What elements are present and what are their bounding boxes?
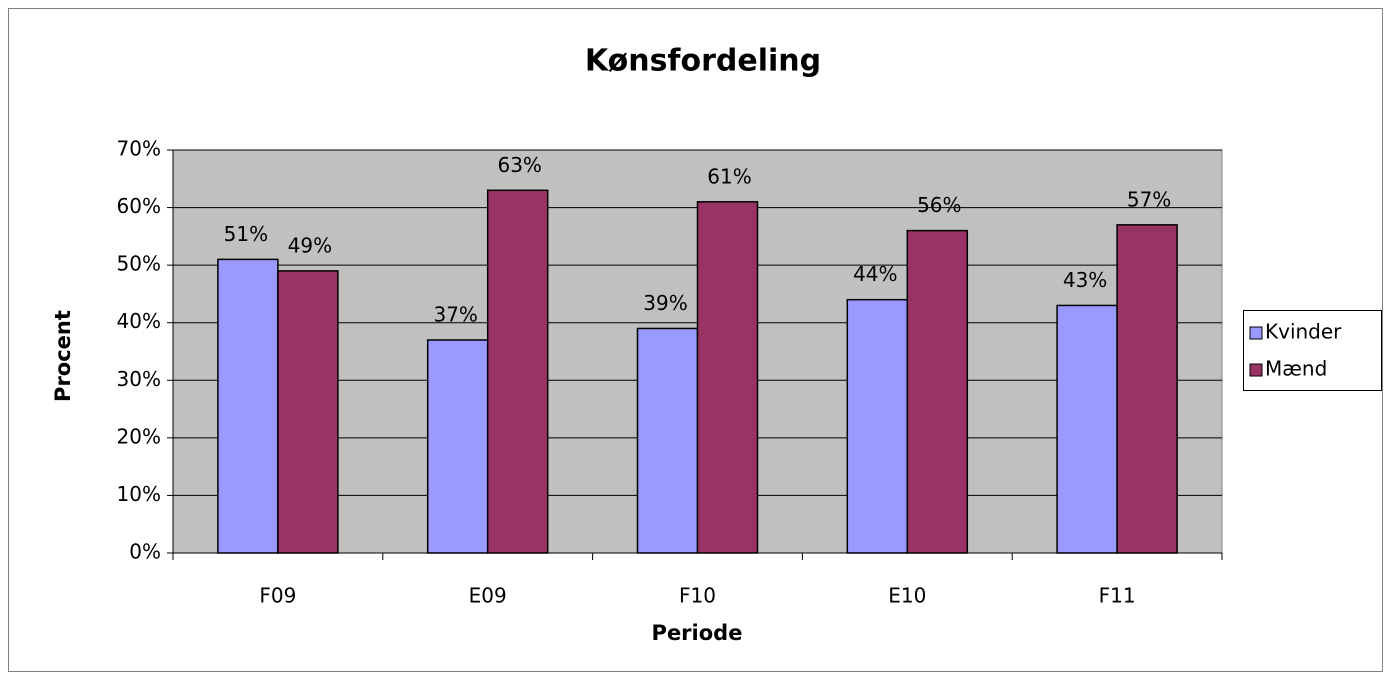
data-label: 49% xyxy=(288,233,332,257)
y-tick-label: 10% xyxy=(117,482,161,506)
bar xyxy=(696,201,759,554)
y-tick-label: 30% xyxy=(117,367,161,391)
x-tick-label: E09 xyxy=(469,584,507,608)
x-tick-label: F09 xyxy=(259,584,296,608)
bar xyxy=(426,339,489,554)
chart-title: Kønsfordeling xyxy=(585,44,821,79)
x-tick-label: E10 xyxy=(888,584,926,608)
data-label: 37% xyxy=(433,302,477,326)
legend-label: Kvinder xyxy=(1265,320,1342,344)
bar xyxy=(906,229,969,554)
y-axis-label: Procent xyxy=(51,310,75,402)
bar xyxy=(1116,224,1178,554)
y-tick-label: 70% xyxy=(117,137,161,161)
x-axis-label: Periode xyxy=(652,621,743,645)
data-label: 51% xyxy=(224,222,268,246)
bar xyxy=(486,189,549,554)
x-tick-label: F11 xyxy=(1099,584,1136,608)
data-label: 39% xyxy=(643,291,687,315)
legend xyxy=(1243,310,1382,391)
data-label: 61% xyxy=(707,164,751,188)
bar xyxy=(1056,304,1118,554)
legend-label: Mænd xyxy=(1265,357,1327,381)
data-label: 44% xyxy=(853,262,897,286)
y-tick-label: 60% xyxy=(117,194,161,218)
bar xyxy=(636,327,699,554)
data-label: 43% xyxy=(1063,268,1107,292)
y-tick-label: 0% xyxy=(129,540,161,564)
y-tick-label: 20% xyxy=(117,424,161,448)
y-tick-label: 40% xyxy=(117,309,161,333)
x-tick-label: F10 xyxy=(679,584,716,608)
data-label: 56% xyxy=(917,193,961,217)
legend-swatch xyxy=(1249,363,1263,377)
data-label: 57% xyxy=(1127,187,1171,211)
bar xyxy=(217,258,279,554)
bar xyxy=(846,298,909,554)
data-label: 63% xyxy=(497,153,541,177)
y-tick-label: 50% xyxy=(117,252,161,276)
legend-swatch xyxy=(1249,326,1263,340)
bar xyxy=(277,270,339,554)
